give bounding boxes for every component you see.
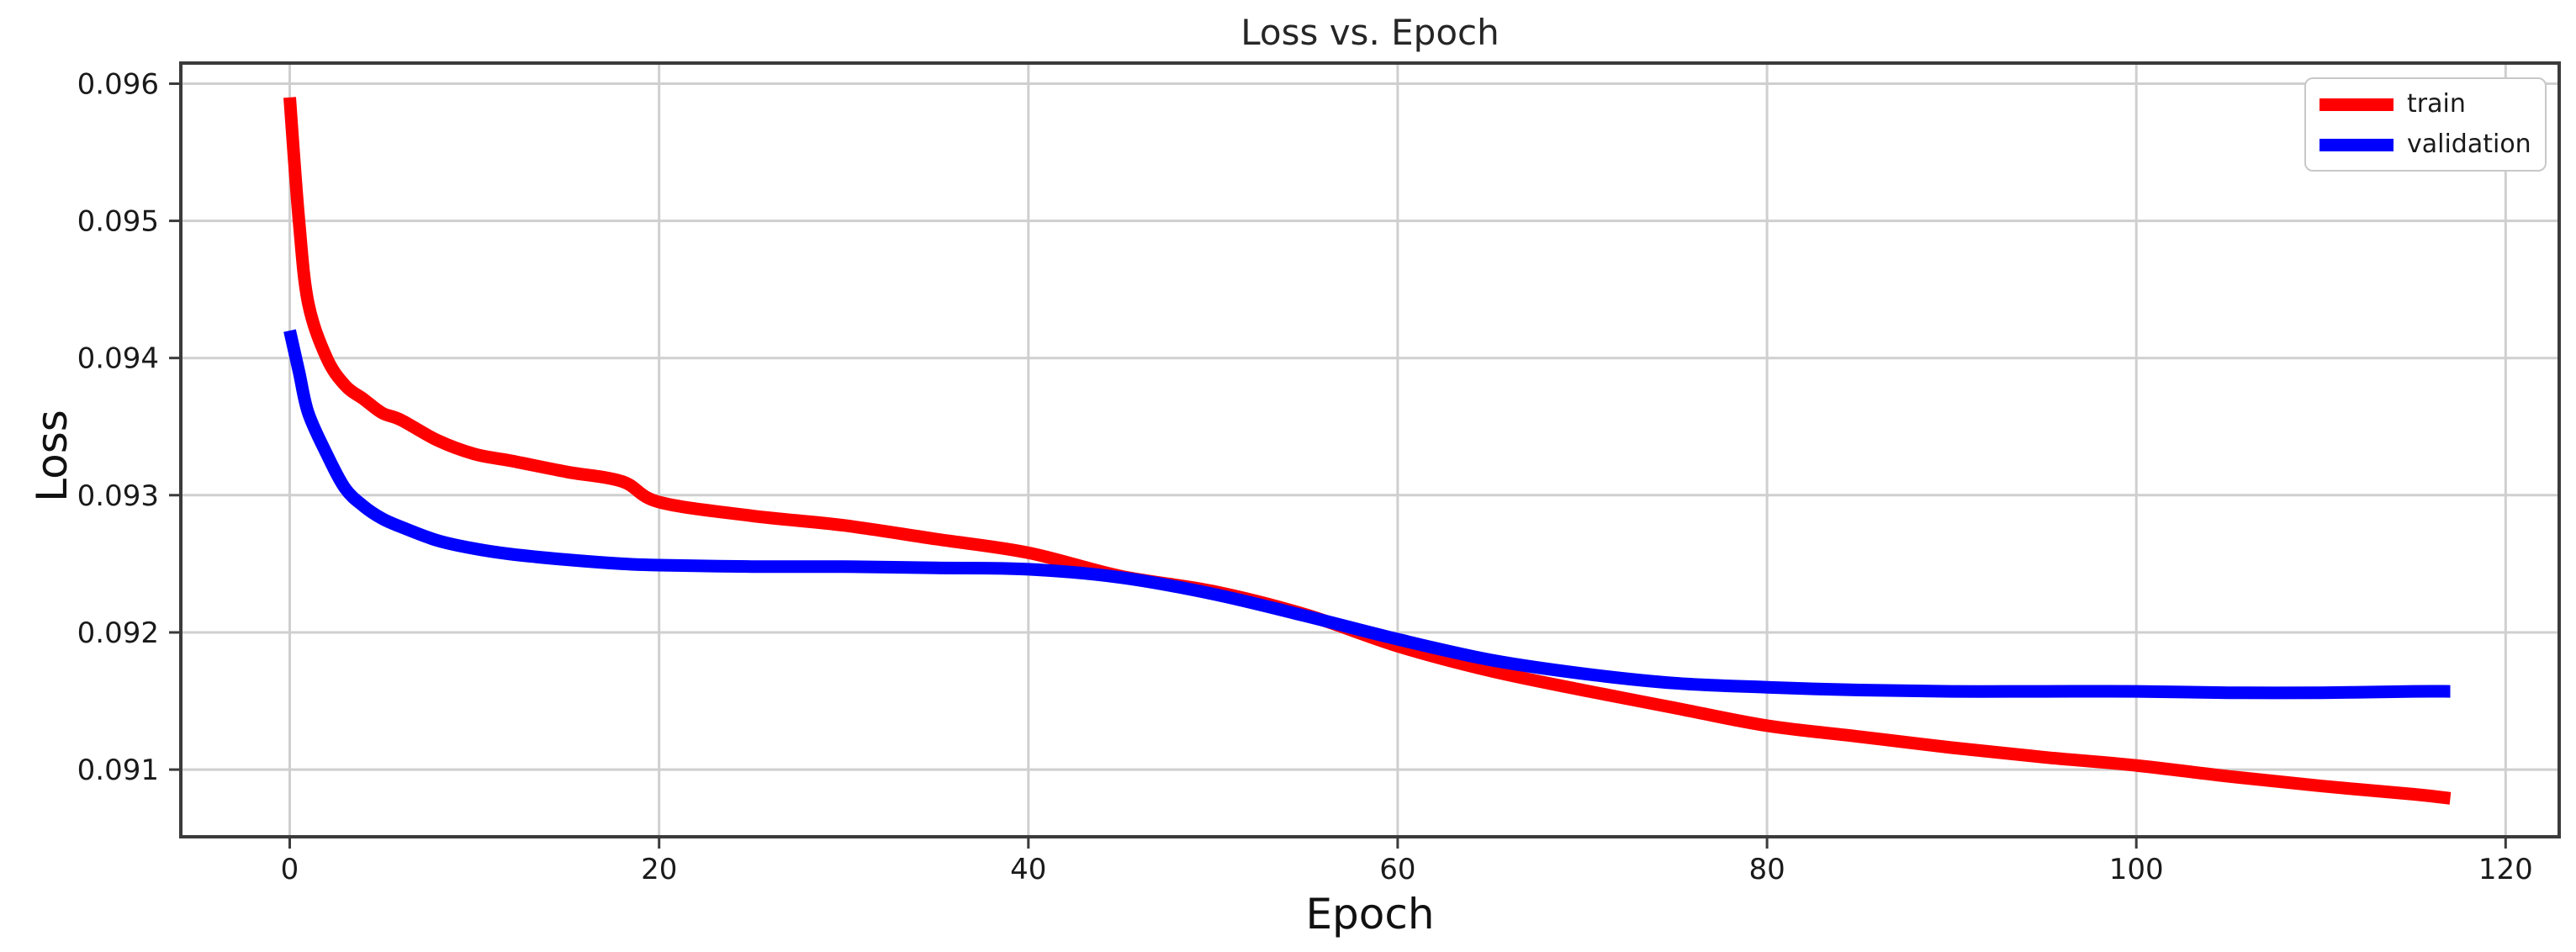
- chart-title: Loss vs. Epoch: [1240, 12, 1500, 53]
- x-tick-label: 80: [1748, 853, 1785, 886]
- x-tick-label: 40: [1010, 853, 1046, 886]
- legend-label-train: train: [2407, 89, 2466, 119]
- y-tick-label: 0.095: [77, 205, 159, 239]
- axes-frame: [179, 61, 2561, 838]
- x-axis-label: Epoch: [1305, 890, 1435, 939]
- x-tick-label: 120: [2478, 853, 2533, 886]
- x-tick-label: 0: [281, 853, 299, 886]
- y-tick-label: 0.091: [77, 754, 159, 787]
- legend-entry-validation: validation: [2319, 132, 2545, 157]
- legend-label-validation: validation: [2407, 130, 2531, 159]
- train-line: [283, 97, 2452, 805]
- legend-box: train validation: [2304, 77, 2547, 172]
- legend-swatch-validation: [2319, 138, 2394, 151]
- legend-swatch-train: [2319, 98, 2394, 111]
- validation-line: [283, 329, 2451, 700]
- x-tick-label: 20: [641, 853, 677, 886]
- y-tick-label: 0.092: [77, 616, 159, 650]
- y-tick-label: 0.094: [77, 342, 159, 376]
- x-tick-label: 100: [2109, 853, 2164, 886]
- x-tick-label: 60: [1379, 853, 1415, 886]
- y-axis-label: Loss: [28, 410, 77, 502]
- y-tick-label: 0.093: [77, 479, 159, 513]
- y-tick-label: 0.096: [77, 68, 159, 102]
- legend-entry-train: train: [2319, 92, 2545, 117]
